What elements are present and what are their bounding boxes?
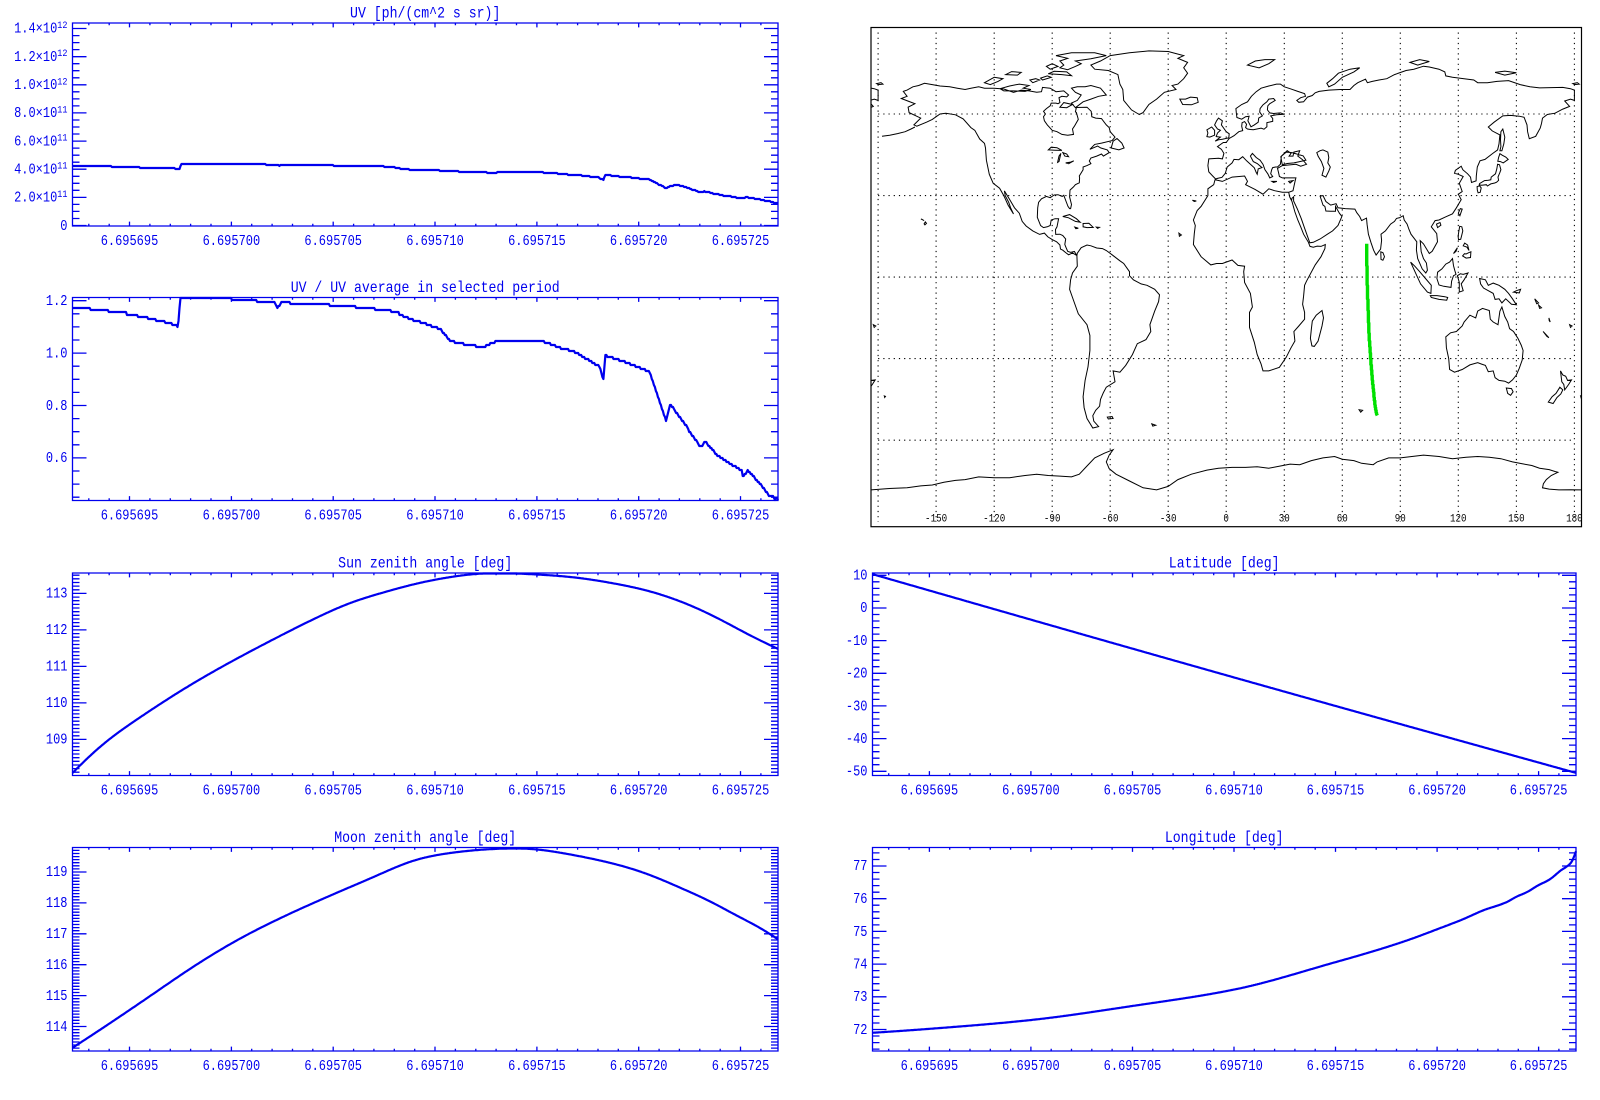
svg-text:6.695705: 6.695705 [304, 783, 362, 799]
svg-text:74: 74 [853, 956, 867, 972]
svg-text:109: 109 [46, 732, 68, 748]
svg-text:6.695700: 6.695700 [1002, 1058, 1060, 1074]
svg-text:6.695710: 6.695710 [406, 233, 464, 249]
svg-text:0: 0 [1223, 514, 1229, 526]
svg-text:6.695720: 6.695720 [610, 783, 668, 799]
svg-text:73: 73 [853, 989, 867, 1005]
svg-text:Latitude [deg]: Latitude [deg] [1169, 556, 1280, 573]
svg-text:6.695700: 6.695700 [1002, 783, 1060, 799]
svg-text:6.695720: 6.695720 [610, 508, 668, 524]
svg-text:Moon zenith angle [deg]: Moon zenith angle [deg] [334, 830, 516, 847]
svg-text:180: 180 [1566, 514, 1583, 526]
svg-text:UV / UV average in selected pe: UV / UV average in selected period [291, 280, 560, 297]
svg-text:-30: -30 [1160, 514, 1177, 526]
svg-text:0: 0 [60, 218, 67, 234]
svg-text:6.695715: 6.695715 [1307, 783, 1365, 799]
svg-text:6.695720: 6.695720 [610, 1058, 668, 1074]
svg-text:111: 111 [46, 659, 68, 675]
svg-text:8.0×1011: 8.0×1011 [14, 104, 68, 122]
svg-text:6.695720: 6.695720 [1408, 783, 1466, 799]
svg-text:1.4×1012: 1.4×1012 [14, 19, 67, 37]
svg-text:114: 114 [46, 1019, 68, 1035]
svg-text:6.695715: 6.695715 [508, 233, 566, 249]
svg-text:-50: -50 [846, 764, 868, 780]
svg-text:6.695705: 6.695705 [1104, 783, 1162, 799]
svg-text:117: 117 [46, 926, 68, 942]
svg-text:6.695700: 6.695700 [203, 508, 261, 524]
svg-text:112: 112 [46, 622, 68, 638]
svg-text:6.695710: 6.695710 [1205, 783, 1263, 799]
svg-text:-60: -60 [1102, 514, 1119, 526]
svg-text:-150: -150 [925, 514, 947, 526]
svg-text:6.695725: 6.695725 [712, 233, 770, 249]
svg-text:UV [ph/(cm^2 s sr)]: UV [ph/(cm^2 s sr)] [350, 6, 500, 23]
svg-text:6.0×1011: 6.0×1011 [14, 132, 68, 150]
svg-text:6.695720: 6.695720 [1408, 1058, 1466, 1074]
svg-text:6.695715: 6.695715 [508, 1058, 566, 1074]
svg-text:6.695710: 6.695710 [1205, 1058, 1263, 1074]
svg-text:60: 60 [1337, 514, 1348, 526]
svg-text:6.695715: 6.695715 [1307, 1058, 1365, 1074]
svg-text:77: 77 [853, 858, 867, 874]
svg-text:6.695725: 6.695725 [1510, 1058, 1568, 1074]
svg-text:6.695700: 6.695700 [203, 783, 261, 799]
svg-text:1.0: 1.0 [46, 345, 68, 361]
svg-text:6.695725: 6.695725 [712, 783, 770, 799]
svg-text:1.0×1012: 1.0×1012 [14, 76, 67, 94]
svg-text:113: 113 [46, 586, 68, 602]
svg-text:30: 30 [1279, 514, 1290, 526]
svg-text:10: 10 [853, 568, 867, 584]
svg-text:6.695705: 6.695705 [304, 508, 362, 524]
svg-text:6.695725: 6.695725 [712, 1058, 770, 1074]
svg-text:76: 76 [853, 891, 867, 907]
svg-text:6.695705: 6.695705 [304, 1058, 362, 1074]
svg-text:6.695695: 6.695695 [901, 783, 959, 799]
svg-text:-40: -40 [846, 731, 868, 747]
svg-text:119: 119 [46, 864, 68, 880]
svg-text:6.695715: 6.695715 [508, 783, 566, 799]
svg-text:116: 116 [46, 957, 68, 973]
svg-text:1.2×1012: 1.2×1012 [14, 47, 67, 65]
svg-text:6.695710: 6.695710 [406, 1058, 464, 1074]
svg-text:-30: -30 [846, 698, 868, 714]
svg-text:0: 0 [860, 600, 867, 616]
svg-text:0.6: 0.6 [46, 450, 68, 466]
svg-text:6.695710: 6.695710 [406, 783, 464, 799]
svg-text:72: 72 [853, 1022, 867, 1038]
svg-text:6.695695: 6.695695 [901, 1058, 959, 1074]
svg-text:115: 115 [46, 988, 68, 1004]
svg-text:-120: -120 [983, 514, 1005, 526]
svg-text:-90: -90 [1044, 514, 1061, 526]
svg-text:6.695700: 6.695700 [203, 233, 261, 249]
svg-text:6.695705: 6.695705 [304, 233, 362, 249]
svg-text:6.695725: 6.695725 [712, 508, 770, 524]
svg-text:6.695705: 6.695705 [1104, 1058, 1162, 1074]
svg-text:-20: -20 [846, 666, 868, 682]
svg-text:118: 118 [46, 895, 68, 911]
svg-text:110: 110 [46, 695, 68, 711]
svg-text:4.0×1011: 4.0×1011 [14, 160, 68, 178]
svg-text:6.695695: 6.695695 [101, 783, 159, 799]
svg-text:6.695695: 6.695695 [101, 1058, 159, 1074]
svg-text:6.695695: 6.695695 [101, 233, 159, 249]
svg-text:-10: -10 [846, 633, 868, 649]
svg-text:1.2: 1.2 [46, 293, 68, 309]
svg-text:0.8: 0.8 [46, 398, 68, 414]
svg-text:120: 120 [1450, 514, 1467, 526]
svg-text:6.695700: 6.695700 [203, 1058, 261, 1074]
svg-text:Longitude [deg]: Longitude [deg] [1165, 830, 1284, 847]
svg-text:90: 90 [1395, 514, 1406, 526]
svg-text:75: 75 [853, 924, 867, 940]
svg-text:150: 150 [1508, 514, 1525, 526]
svg-text:6.695695: 6.695695 [101, 508, 159, 524]
svg-text:Sun zenith angle [deg]: Sun zenith angle [deg] [338, 556, 512, 573]
svg-text:2.0×1011: 2.0×1011 [14, 188, 68, 206]
svg-text:6.695715: 6.695715 [508, 508, 566, 524]
svg-text:6.695725: 6.695725 [1510, 783, 1568, 799]
svg-text:6.695720: 6.695720 [610, 233, 668, 249]
svg-text:6.695710: 6.695710 [406, 508, 464, 524]
